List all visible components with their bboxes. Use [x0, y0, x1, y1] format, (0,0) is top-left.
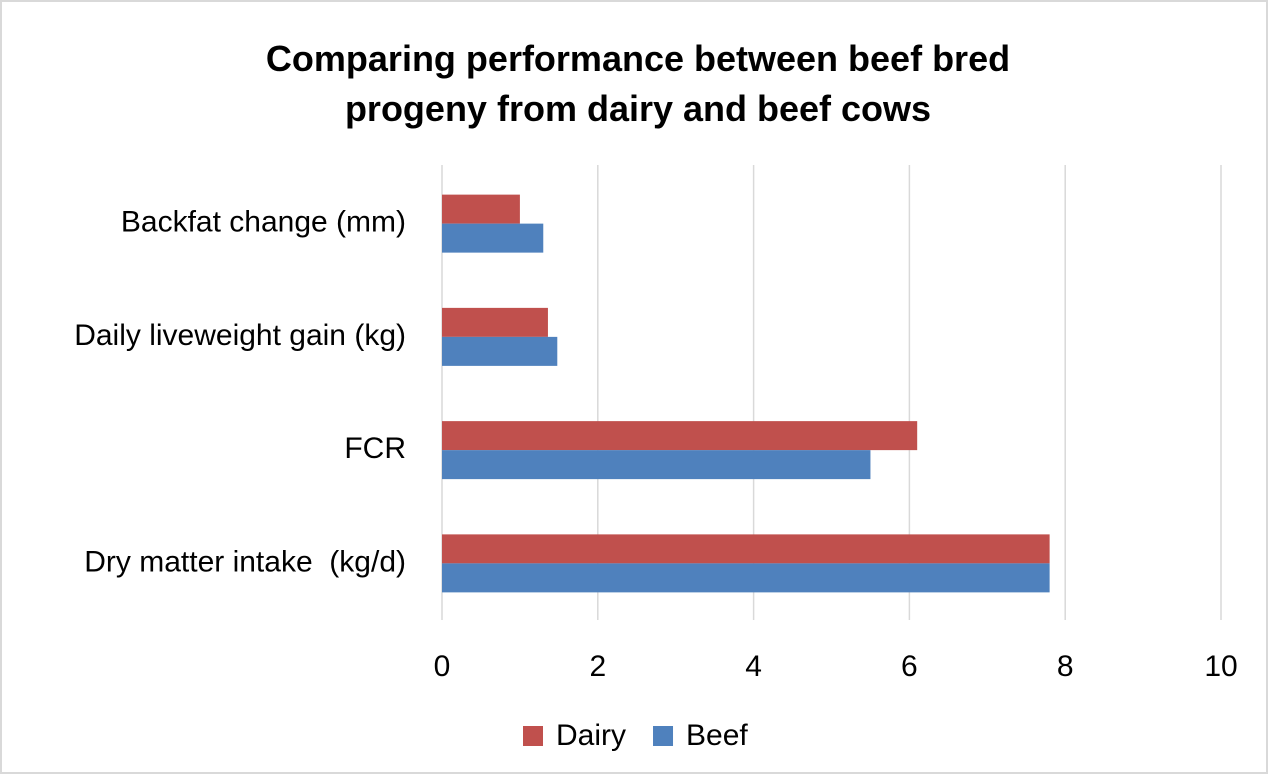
bar	[442, 307, 548, 337]
bar	[442, 450, 871, 480]
bar	[442, 421, 918, 451]
y-tick-label: Backfat change (mm)	[121, 206, 406, 239]
legend-swatch	[523, 726, 543, 746]
bar	[442, 336, 558, 366]
x-tick-label: 2	[589, 650, 606, 683]
legend-label: Dairy	[556, 719, 626, 752]
chart-title: Comparing performance between beef bred …	[265, 38, 1011, 129]
x-tick-label: 10	[1204, 650, 1237, 683]
x-tick-label: 6	[901, 650, 918, 683]
y-tick-label: Daily liveweight gain (kg)	[74, 319, 406, 352]
y-tick-label: FCR	[344, 432, 406, 465]
bar	[442, 534, 1050, 564]
legend-label: Beef	[686, 719, 748, 752]
y-tick-label: Dry matter intake (kg/d)	[84, 545, 406, 578]
bar	[442, 223, 544, 253]
bar	[442, 563, 1050, 593]
x-tick-label: 4	[745, 650, 762, 683]
x-tick-label: 8	[1057, 650, 1074, 683]
bar	[442, 194, 520, 224]
legend-swatch	[653, 726, 674, 746]
x-tick-label: 0	[434, 650, 451, 683]
